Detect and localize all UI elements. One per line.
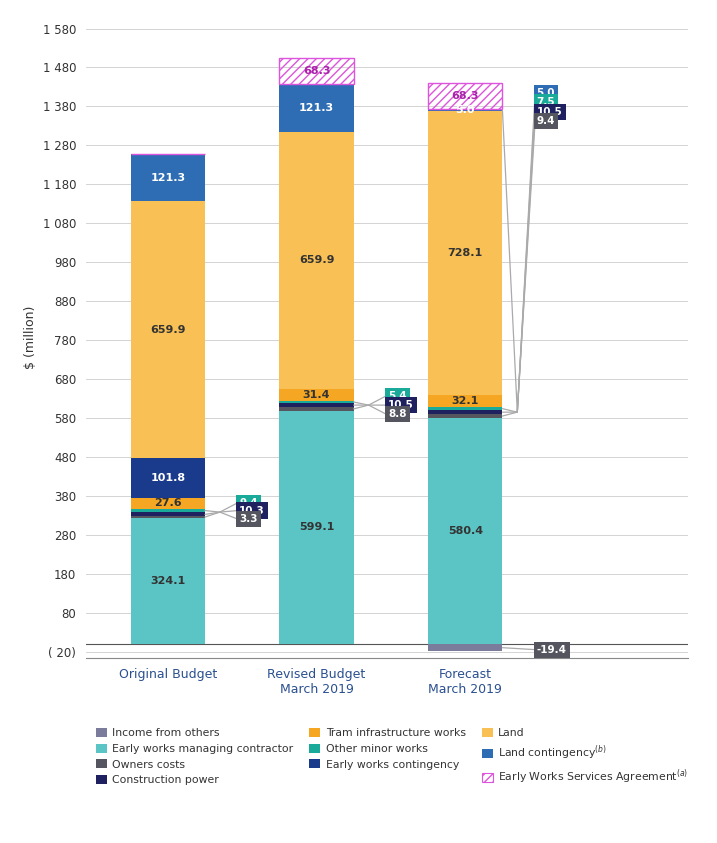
- Bar: [280, 401, 353, 403]
- Bar: [130, 459, 205, 498]
- Bar: [280, 411, 353, 644]
- Text: 121.3: 121.3: [299, 103, 334, 113]
- Text: 32.1: 32.1: [452, 396, 479, 406]
- Bar: [428, 418, 503, 644]
- Text: 599.1: 599.1: [299, 523, 334, 532]
- Bar: [428, 407, 503, 410]
- Bar: [428, 109, 503, 111]
- Text: 8.8: 8.8: [388, 410, 407, 419]
- Bar: [130, 201, 205, 459]
- Bar: [130, 508, 205, 513]
- Text: 68.3: 68.3: [303, 66, 331, 76]
- Text: 9.4: 9.4: [239, 497, 257, 507]
- Text: 5.0: 5.0: [455, 105, 475, 115]
- Text: 728.1: 728.1: [447, 248, 483, 258]
- Bar: [280, 58, 353, 84]
- Bar: [280, 84, 353, 132]
- Text: 3.3: 3.3: [239, 514, 257, 524]
- Text: 101.8: 101.8: [151, 473, 186, 483]
- Text: 9.4: 9.4: [536, 116, 555, 126]
- Legend: Income from others, Early works managing contractor, Owners costs, Construction : Income from others, Early works managing…: [92, 724, 693, 791]
- Bar: [280, 132, 353, 389]
- Text: 659.9: 659.9: [299, 255, 334, 266]
- Text: 659.9: 659.9: [150, 325, 186, 335]
- Text: 31.4: 31.4: [303, 389, 331, 400]
- Bar: [280, 389, 353, 401]
- Text: 10.5: 10.5: [536, 107, 562, 116]
- Y-axis label: $ (million): $ (million): [24, 305, 37, 369]
- Bar: [428, 83, 503, 109]
- Text: 27.6: 27.6: [154, 498, 181, 508]
- Bar: [428, 644, 503, 652]
- Text: 10.5: 10.5: [388, 400, 414, 410]
- Text: 5.4: 5.4: [388, 391, 407, 400]
- Bar: [130, 154, 205, 201]
- Bar: [130, 518, 205, 644]
- Text: 10.3: 10.3: [239, 506, 265, 516]
- Text: 580.4: 580.4: [447, 526, 483, 536]
- Text: 68.3: 68.3: [452, 91, 479, 101]
- Bar: [280, 403, 353, 407]
- Text: 121.3: 121.3: [151, 173, 186, 183]
- Text: -19.4: -19.4: [536, 645, 566, 655]
- Bar: [130, 517, 205, 518]
- Bar: [428, 395, 503, 407]
- Bar: [280, 407, 353, 411]
- Text: 324.1: 324.1: [150, 576, 186, 586]
- Bar: [130, 498, 205, 508]
- Bar: [130, 513, 205, 517]
- Bar: [428, 414, 503, 418]
- Text: 5.0: 5.0: [536, 88, 555, 98]
- Text: 7.5: 7.5: [536, 97, 555, 107]
- Bar: [428, 111, 503, 395]
- Bar: [428, 410, 503, 414]
